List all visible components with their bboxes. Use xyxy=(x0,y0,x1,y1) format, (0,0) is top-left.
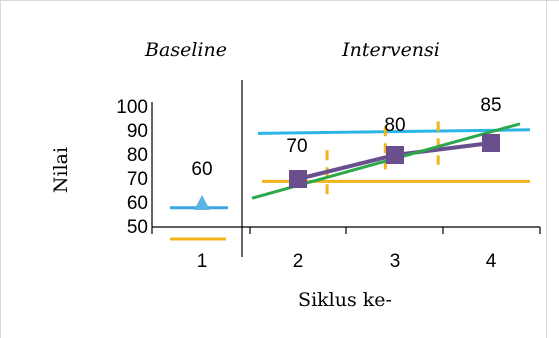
phase-label-baseline: Baseline xyxy=(144,39,227,61)
y-tick-label: 80 xyxy=(127,145,148,166)
data-label: 85 xyxy=(480,95,501,116)
x-tick-label: 4 xyxy=(486,251,497,272)
y-tick-label: 70 xyxy=(127,169,148,190)
x-tick-label: 3 xyxy=(390,251,401,272)
phase-label-intervention: Intervensi xyxy=(341,39,440,61)
y-tick-label: 90 xyxy=(127,121,148,142)
intervention-upper-level-line xyxy=(257,128,531,135)
y-tick-label: 50 xyxy=(127,217,148,238)
y-tick-label: 60 xyxy=(127,193,148,214)
x-tick-label: 2 xyxy=(293,251,304,272)
data-label: 80 xyxy=(384,115,405,136)
y-tick-label: 100 xyxy=(116,97,148,118)
intervention-square-marker xyxy=(386,146,404,164)
x-axis-title: Siklus ke- xyxy=(298,289,392,311)
y-axis-title: Nilai xyxy=(50,147,72,193)
baseline-triangle-marker xyxy=(194,195,210,210)
data-label: 70 xyxy=(286,136,307,157)
data-label: 60 xyxy=(191,159,212,180)
plot-area: 100 90 80 70 60 50 1 2 3 4 60 70 80 85 xyxy=(116,80,541,272)
x-tick-label: 1 xyxy=(197,251,208,272)
intervention-square-marker xyxy=(289,170,307,188)
intervention-square-marker xyxy=(482,134,500,152)
